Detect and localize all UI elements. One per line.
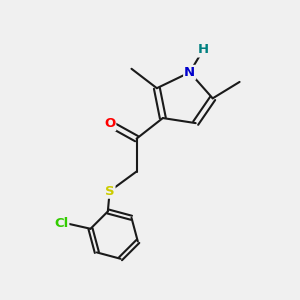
Text: N: N	[184, 66, 195, 79]
Text: S: S	[105, 185, 115, 198]
Text: O: O	[104, 117, 115, 130]
Text: Cl: Cl	[54, 217, 68, 230]
Text: H: H	[198, 44, 209, 56]
